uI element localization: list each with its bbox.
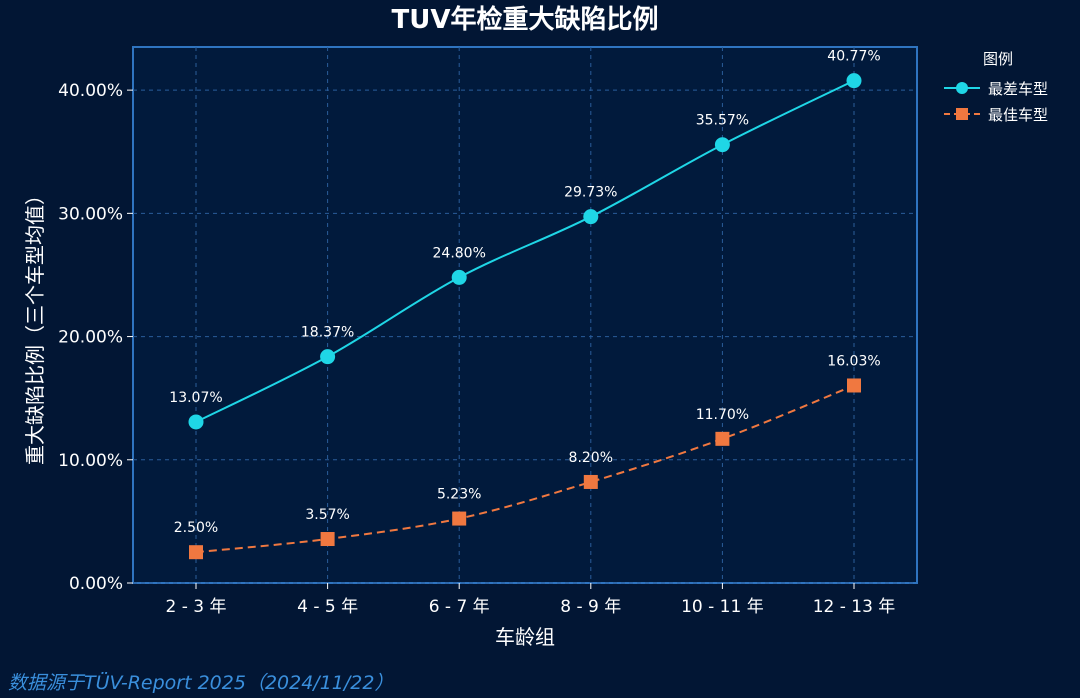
chart-title: TUV年检重大缺陷比例 (392, 4, 659, 35)
legend: 图例 最差车型 最佳车型 (944, 50, 1048, 124)
data-point-best (715, 431, 730, 446)
data-label-worst: 35.57% (696, 113, 749, 129)
data-label-worst: 18.37% (301, 325, 354, 341)
data-label-best: 11.70% (696, 407, 749, 423)
data-label-best: 8.20% (569, 450, 613, 466)
legend-label-best: 最佳车型 (988, 106, 1048, 124)
x-tick-label: 4 - 5 年 (297, 597, 358, 617)
data-label-best: 5.23% (437, 487, 481, 503)
data-point-worst (583, 209, 599, 225)
data-labels: 13.07% 18.37% 24.80% 29.73% 35.57% 40.77% 2.50… (169, 49, 880, 537)
legend-label-worst: 最差车型 (988, 80, 1048, 98)
x-tick-label: 8 - 9 年 (560, 597, 621, 617)
series-group (188, 73, 862, 560)
legend-marker-worst (956, 82, 968, 94)
data-point-worst (451, 269, 467, 285)
data-point-worst (714, 137, 730, 153)
y-tick-label: 40.00% (58, 81, 123, 101)
data-point-worst (188, 414, 204, 430)
axes: 0.00% 10.00% 20.00% 30.00% 40.00% 2 - 3 年 4 - … (58, 81, 895, 617)
x-tick-label: 12 - 13 年 (813, 597, 896, 617)
data-point-worst (320, 349, 336, 365)
data-label-best: 2.50% (174, 520, 218, 536)
data-label-worst: 24.80% (433, 245, 486, 261)
data-point-best (452, 511, 467, 526)
x-tick-label: 6 - 7 年 (429, 597, 490, 617)
series-line-worst (195, 79, 855, 423)
data-label-best: 3.57% (305, 507, 349, 523)
source-note: 数据源于TÜV-Report 2025（2024/11/22） (8, 671, 393, 694)
y-tick-label: 20.00% (58, 328, 123, 348)
x-tick-label: 10 - 11 年 (681, 597, 764, 617)
data-label-best: 16.03% (827, 353, 880, 369)
data-point-best (847, 378, 861, 393)
x-axis-title: 车龄组 (495, 625, 555, 649)
legend-marker-best (956, 108, 968, 120)
data-label-worst: 13.07% (169, 390, 222, 406)
data-point-best (583, 474, 598, 489)
data-point-worst (846, 73, 862, 89)
grid-lines (133, 47, 917, 584)
y-tick-label: 10.00% (58, 451, 123, 471)
y-axis-title: 重大缺陷比例（三个车型均值） (23, 185, 47, 465)
data-label-worst: 40.77% (827, 49, 880, 65)
y-tick-label: 30.00% (58, 204, 123, 224)
x-tick-label: 2 - 3 年 (166, 597, 227, 617)
data-label-worst: 29.73% (564, 185, 617, 201)
plot-area (132, 46, 918, 584)
data-point-best (189, 545, 203, 560)
legend-title: 图例 (983, 50, 1013, 68)
y-tick-label: 0.00% (69, 574, 123, 594)
data-point-best (320, 532, 335, 547)
